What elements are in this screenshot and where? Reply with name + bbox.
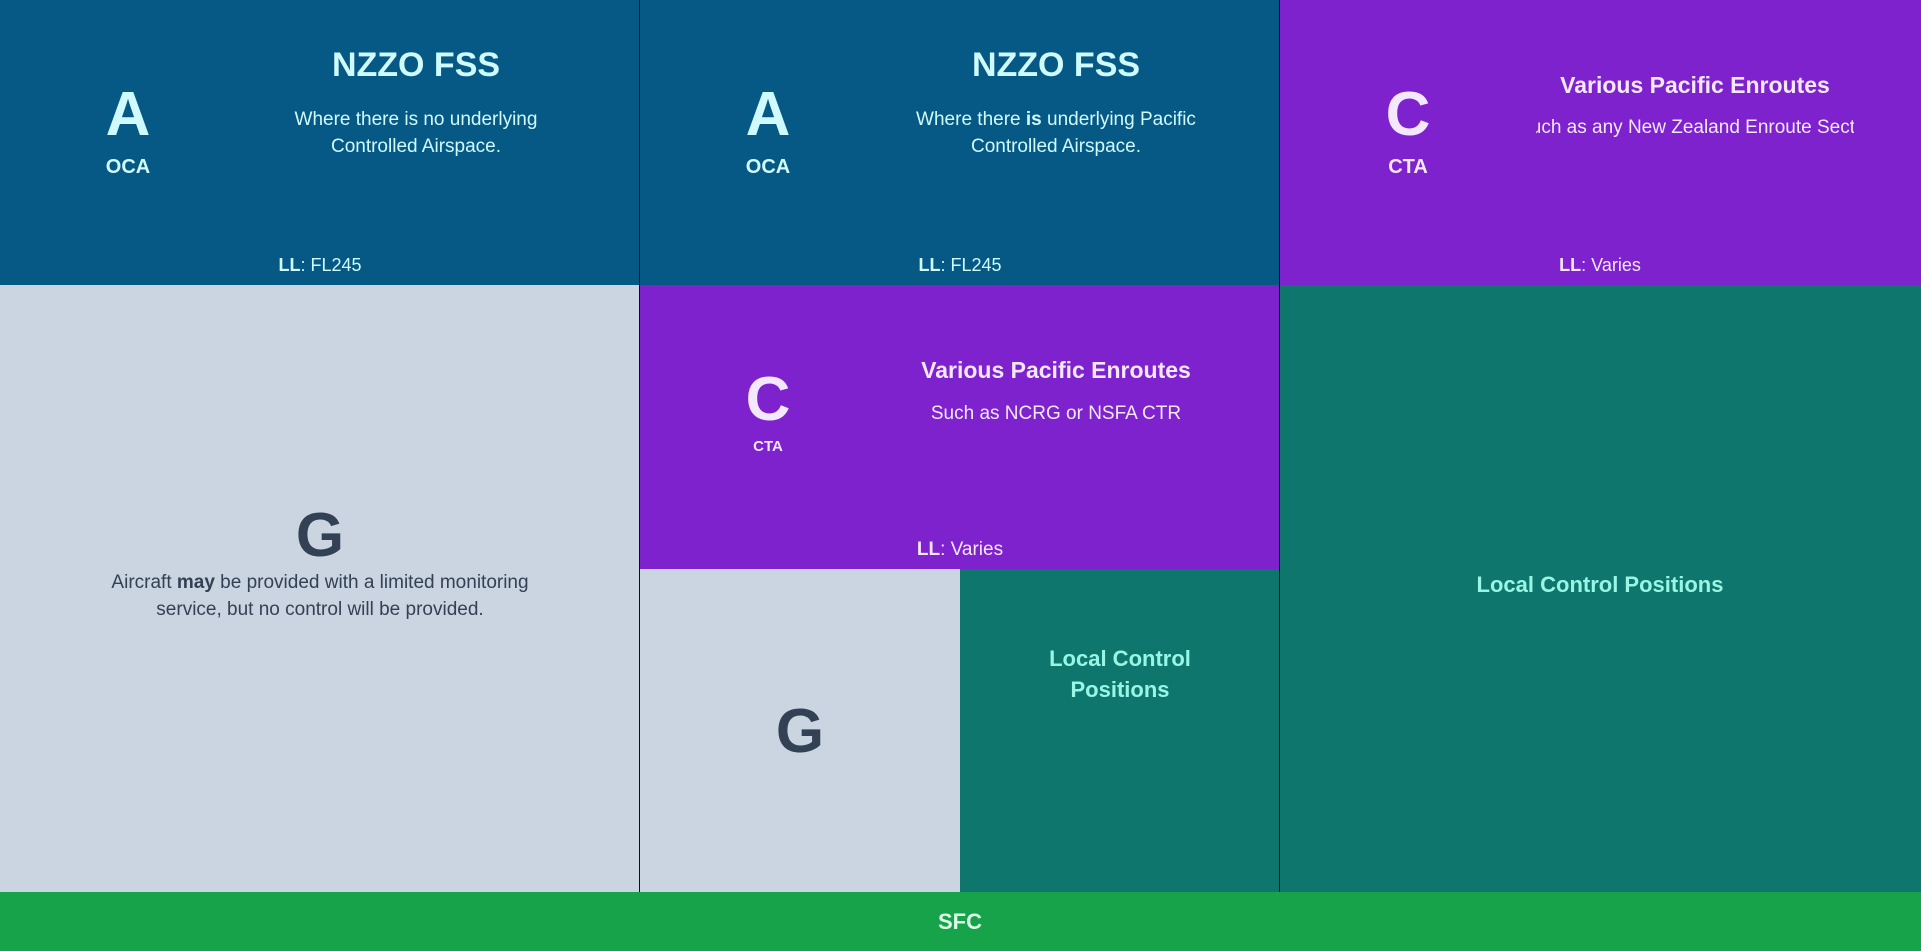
col2-class-g-block: G <box>640 569 960 892</box>
col3-local-control-block: Local Control Positions <box>1280 285 1921 892</box>
local-control-label: Local Control Positions <box>1049 646 1191 702</box>
airspace-class-letter: G <box>295 501 345 570</box>
block-title: NZZO FSS <box>971 46 1141 84</box>
column-divider <box>1279 0 1280 892</box>
col3-class-c-cta-block: C CTA Various Pacific Enroutes Such as a… <box>1280 0 1921 285</box>
airspace-class-letter: C <box>1385 80 1431 149</box>
block-title: Various Pacific Enroutes <box>1560 72 1830 98</box>
surface-bar: SFC <box>0 892 1921 951</box>
airspace-class-letter: C <box>745 365 791 434</box>
lower-limit-label: LL: Varies <box>916 539 1004 560</box>
col2-class-a-oca-block: A OCA NZZO FSS Where there is underlying… <box>640 0 1280 285</box>
airspace-class-letter: A <box>105 80 151 149</box>
airspace-class-sub: CTA <box>753 438 783 455</box>
local-control-label: Local Control Positions <box>1476 572 1724 597</box>
airspace-class-letter: A <box>745 80 791 149</box>
block-description: Such as NCRG or NSFA CTR <box>930 403 1182 424</box>
col2-local-control-block: Local Control Positions <box>960 569 1280 892</box>
block-description: Where there is no underlying Controlled … <box>294 109 538 157</box>
airspace-class-letter: G <box>775 697 825 766</box>
block-description: Such as any New Zealand Enroute Sector <box>1536 117 1854 138</box>
surface-label: SFC <box>938 909 982 934</box>
col1-class-a-oca-block: A OCA NZZO FSS Where there is no underly… <box>0 0 640 285</box>
column-divider <box>639 0 640 892</box>
lower-limit-label: LL: FL245 <box>918 255 1002 275</box>
airspace-class-sub: CTA <box>1388 156 1428 178</box>
lower-limit-label: LL: Varies <box>1559 255 1641 275</box>
col2-class-c-cta-block: C CTA Various Pacific Enroutes Such as N… <box>640 285 1280 569</box>
block-title: NZZO FSS <box>331 46 501 84</box>
airspace-class-sub: OCA <box>745 156 791 178</box>
airspace-class-sub: OCA <box>105 156 151 178</box>
lower-limit-label: LL: FL245 <box>278 255 362 275</box>
block-description: Aircraft may be provided with a limited … <box>111 572 529 620</box>
block-title: Various Pacific Enroutes <box>921 357 1191 383</box>
block-description: Where there is underlying Pacific Contro… <box>916 109 1196 157</box>
col1-class-g-block: G Aircraft may be provided with a limite… <box>0 285 640 892</box>
block-description-clip: Such as any New Zealand Enroute Sector <box>1536 114 1854 144</box>
